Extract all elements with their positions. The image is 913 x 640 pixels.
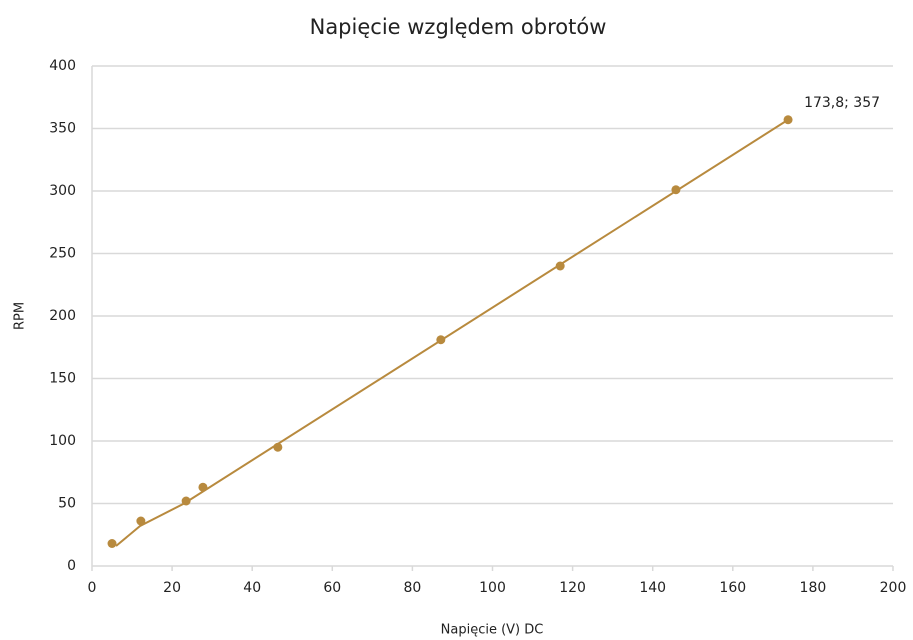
x-axis-label: Napięcie (V) DC: [441, 623, 544, 638]
y-tick-label: 400: [49, 58, 76, 74]
y-axis-label: RPM: [13, 302, 28, 330]
y-tick-label: 50: [58, 496, 76, 512]
point: [671, 185, 681, 195]
y-tick-label: 350: [49, 121, 76, 137]
y-tick-label: 150: [49, 371, 76, 387]
x-tick-label: 40: [243, 580, 261, 596]
x-tick-label: 160: [719, 580, 746, 596]
trend-line: [115, 118, 789, 547]
data-label: 173,8; 357: [804, 95, 880, 111]
x-tick-label: 20: [163, 580, 181, 596]
y-tick-label: 250: [49, 246, 76, 262]
point: [555, 261, 565, 271]
x-tick-label: 100: [479, 580, 506, 596]
x-tick-label: 180: [800, 580, 827, 596]
x-tick-label: 60: [323, 580, 341, 596]
x-tick-label: 0: [88, 580, 97, 596]
y-tick-label: 300: [49, 183, 76, 199]
point: [436, 335, 446, 345]
point: [181, 496, 191, 506]
x-tick-label: 120: [559, 580, 586, 596]
point: [198, 482, 208, 492]
x-tick-label: 200: [880, 580, 907, 596]
y-tick-label: 200: [49, 308, 76, 324]
chart-title: Napięcie względem obrotów: [310, 15, 607, 39]
x-tick-label: 80: [403, 580, 421, 596]
point: [136, 516, 146, 526]
point: [783, 115, 793, 125]
y-tick-label: 0: [67, 558, 76, 574]
x-tick-label: 140: [639, 580, 666, 596]
point: [107, 539, 117, 548]
point: [273, 442, 283, 452]
y-tick-label: 100: [49, 433, 76, 449]
